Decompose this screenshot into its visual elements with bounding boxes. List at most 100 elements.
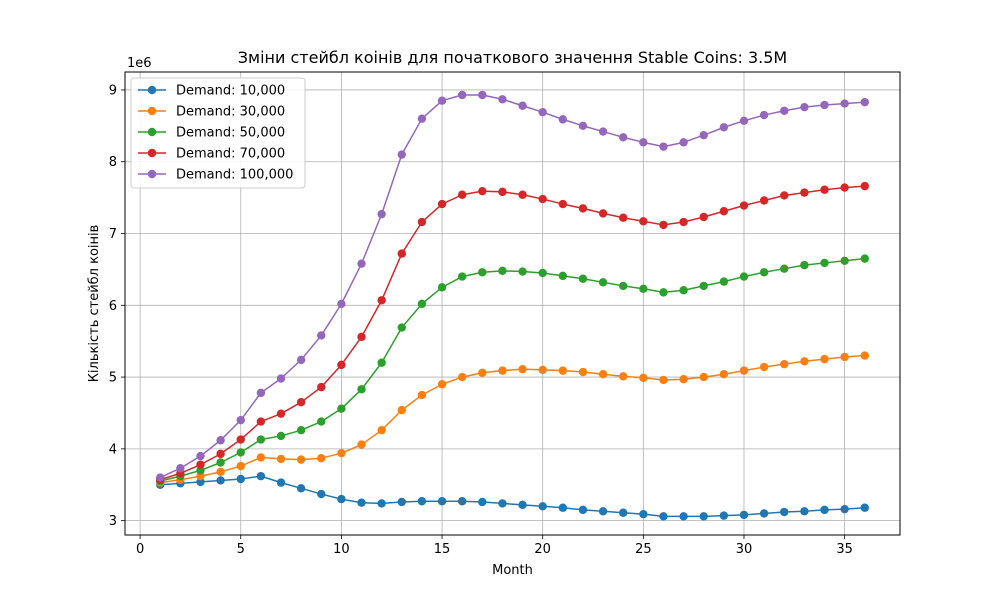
grid-lines [125, 72, 900, 535]
data-point [578, 204, 588, 213]
data-point [719, 277, 729, 286]
legend-item: Demand: 100,000 [138, 168, 293, 183]
y-axis-label: Кількість стейбл коінів [87, 225, 102, 383]
x-tick-label: 25 [635, 542, 652, 557]
data-point [417, 217, 427, 227]
legend-marker [147, 148, 157, 158]
data-point [719, 370, 729, 379]
data-point [679, 138, 688, 147]
data-point [820, 185, 829, 194]
x-tick-label: 35 [836, 542, 853, 557]
data-point [296, 355, 306, 365]
data-point [840, 183, 849, 192]
data-point [276, 409, 286, 418]
data-point [478, 368, 487, 377]
data-point [216, 449, 225, 459]
data-point [840, 99, 849, 108]
data-point [196, 460, 205, 469]
data-point [256, 471, 266, 481]
data-point [296, 484, 306, 493]
axis-ticks: 0 5 10 15 20 25 30 35 3 4 5 6 7 8 9 [109, 83, 853, 557]
data-point [437, 380, 447, 389]
data-point [337, 360, 346, 370]
data-point [538, 194, 547, 204]
data-point [256, 435, 266, 444]
data-point [558, 115, 568, 124]
data-point [840, 352, 849, 362]
data-point [659, 142, 668, 151]
data-point [498, 266, 507, 276]
data-point [256, 417, 266, 426]
data-point [739, 366, 749, 375]
data-point [759, 110, 769, 120]
series-demand-100-000 [156, 90, 869, 482]
data-point [739, 272, 749, 281]
data-point [719, 207, 729, 216]
data-point [639, 138, 648, 147]
plot-area-frame [124, 71, 901, 536]
data-point [679, 375, 688, 384]
legend-label: Demand: 70,000 [176, 147, 285, 162]
data-point [236, 448, 245, 457]
data-point [437, 283, 447, 292]
data-point [679, 217, 688, 227]
data-point [276, 431, 286, 441]
data-point [276, 478, 286, 487]
data-point [317, 382, 326, 392]
data-point [457, 90, 467, 100]
data-point [679, 512, 688, 521]
data-point [659, 375, 668, 385]
data-point [780, 359, 789, 369]
data-point [518, 364, 527, 374]
data-point [236, 461, 245, 471]
data-point [457, 497, 467, 506]
data-point [739, 510, 749, 520]
data-point [317, 331, 326, 340]
data-point [397, 249, 406, 258]
data-point [317, 417, 326, 426]
data-point [377, 296, 386, 305]
data-point [558, 199, 568, 209]
data-point [820, 354, 829, 364]
data-point [780, 191, 789, 200]
data-point [296, 398, 306, 407]
data-point [337, 448, 346, 458]
data-point [598, 278, 608, 287]
data-point [820, 258, 829, 268]
data-point [196, 451, 205, 461]
x-tick-label: 5 [237, 542, 245, 557]
legend-marker [147, 106, 157, 116]
data-point [558, 366, 568, 375]
data-point [417, 114, 427, 123]
y-tick-label: 8 [109, 155, 117, 170]
data-point [357, 259, 366, 268]
data-point [357, 440, 366, 449]
data-point [538, 502, 547, 511]
data-point [780, 106, 789, 115]
y-tick-label: 6 [109, 299, 117, 314]
y-tick-label: 4 [109, 442, 117, 457]
data-point [699, 212, 708, 222]
data-point [659, 512, 668, 521]
data-point [659, 288, 668, 297]
series-lines [156, 90, 869, 521]
y-tick-label: 5 [109, 371, 117, 386]
x-tick-label: 20 [534, 542, 551, 557]
y-tick-label: 7 [109, 227, 117, 242]
data-point [518, 190, 527, 199]
data-point [739, 201, 749, 210]
data-point [619, 133, 628, 142]
data-point [437, 96, 447, 105]
data-point [196, 466, 205, 475]
data-point [518, 267, 527, 276]
data-point [800, 188, 809, 197]
legend-item: Demand: 50,000 [138, 126, 285, 141]
data-point [478, 268, 487, 277]
data-point [639, 373, 648, 382]
data-point [558, 271, 568, 281]
data-point [337, 299, 346, 309]
data-point [578, 505, 588, 515]
data-point [699, 281, 708, 291]
data-point [357, 498, 366, 507]
